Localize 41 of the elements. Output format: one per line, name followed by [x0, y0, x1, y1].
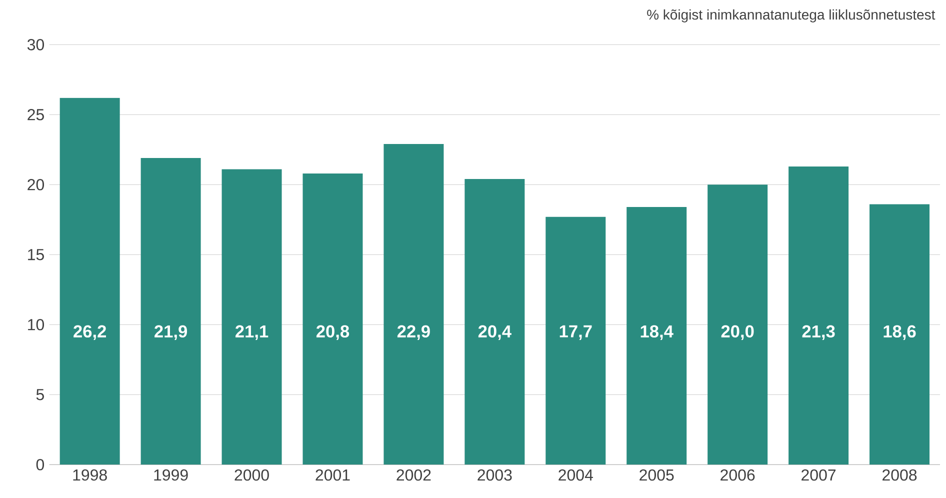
y-tick-label: 15 — [28, 249, 44, 260]
x-tick-label: 2008 — [882, 469, 917, 481]
y-axis-title: % kõigist inimkannatanutega liiklusõnnetustest — [647, 9, 936, 22]
y-tick-label: 5 — [36, 389, 44, 400]
bar — [788, 166, 849, 465]
y-tick-label: 0 — [36, 458, 44, 470]
data-label: 18,6 — [884, 325, 916, 340]
y-tick-label: 10 — [28, 318, 44, 330]
data-label: 20,4 — [478, 325, 512, 340]
x-tick-label: 2005 — [640, 469, 674, 481]
bar — [708, 184, 768, 465]
bar — [222, 169, 282, 465]
data-label: 26,2 — [74, 325, 106, 340]
bar — [626, 207, 687, 465]
data-label: 21,1 — [236, 325, 268, 340]
y-tick-label: 20 — [28, 179, 44, 190]
data-label: 20,8 — [316, 325, 350, 340]
bar — [464, 179, 525, 465]
y-tick-label: 25 — [28, 109, 44, 120]
bar — [546, 216, 606, 465]
x-tick-label: 1999 — [154, 469, 188, 481]
y-tick-label: 30 — [27, 39, 44, 50]
x-tick-label: 2001 — [316, 469, 350, 481]
bar — [140, 158, 201, 465]
x-tick-label: 2004 — [558, 469, 593, 481]
x-tick-label: 2002 — [396, 469, 431, 481]
bar — [384, 144, 444, 465]
x-tick-label: 2006 — [720, 469, 755, 481]
data-label: 22,9 — [397, 325, 430, 340]
x-tick-label: 2007 — [802, 469, 836, 481]
x-tick-label: 1998 — [73, 469, 107, 481]
data-label: 21,3 — [802, 325, 835, 340]
data-label: 18,4 — [640, 325, 674, 340]
data-label: 20,0 — [721, 325, 754, 340]
x-tick-label: 2000 — [234, 469, 269, 481]
bar — [302, 173, 363, 465]
data-label: 17,7 — [560, 325, 592, 340]
bar — [870, 204, 930, 465]
data-label: 21,9 — [154, 325, 188, 340]
bar — [60, 98, 120, 465]
x-tick-label: 2003 — [478, 469, 512, 481]
